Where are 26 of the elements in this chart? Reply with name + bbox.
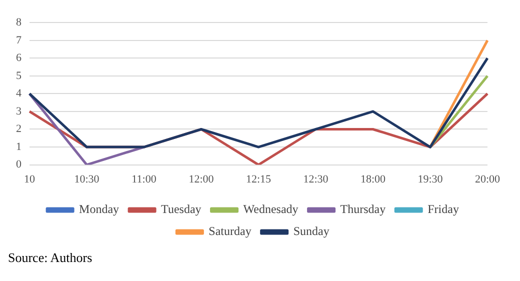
legend-label: Saturday [208, 224, 252, 238]
x-tick-label: 12:30 [303, 173, 329, 186]
legend-label: Thursday [340, 202, 386, 216]
y-tick-label: 0 [16, 158, 22, 171]
x-tick-label: 18:00 [360, 173, 386, 186]
x-tick-label: 12:15 [246, 173, 272, 186]
x-tick-label: 11:00 [132, 173, 157, 186]
y-tick-label: 7 [16, 34, 22, 46]
x-tick-label: 12:00 [188, 173, 214, 186]
x-tick-label: 10:30 [74, 173, 100, 186]
legend-label: Wednesady [243, 202, 298, 216]
legend-label: Monday [79, 202, 120, 216]
y-tick-label: 8 [16, 16, 22, 28]
x-tick-label: 10 [24, 173, 36, 186]
y-tick-label: 4 [16, 88, 22, 100]
legend-label: Friday [428, 202, 459, 216]
legend-label: Tuesday [161, 202, 202, 216]
x-tick-label: 19:30 [418, 173, 444, 186]
y-tick-label: 5 [16, 70, 22, 82]
y-tick-label: 3 [16, 105, 22, 118]
y-tick-label: 6 [16, 52, 22, 64]
legend-label: Sunday [293, 224, 330, 238]
y-tick-label: 1 [16, 140, 22, 153]
x-tick-label: 20:00 [474, 173, 500, 186]
source-note: Source: Authors [8, 250, 94, 266]
y-tick-label: 2 [16, 123, 22, 136]
